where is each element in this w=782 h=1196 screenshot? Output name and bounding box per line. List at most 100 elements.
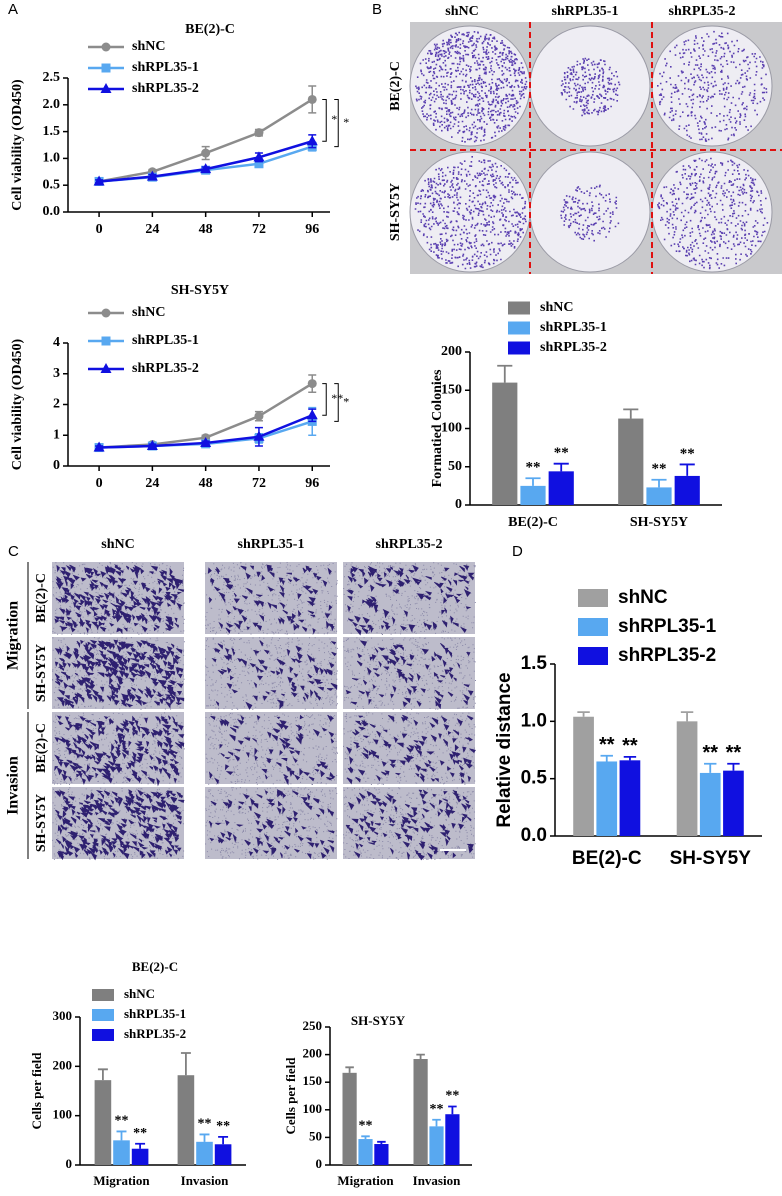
y-tick-label: 250 (303, 1018, 323, 1033)
legend-label: shRPL35-1 (540, 320, 607, 335)
panel-letter: D (512, 543, 523, 560)
cells (207, 564, 335, 635)
y-tick-label: 4 (53, 335, 60, 350)
error-bar (345, 1066, 354, 1073)
well (651, 151, 773, 273)
significance-label: ** (133, 1126, 147, 1141)
legend-marker (101, 308, 111, 318)
row-label: SH-SY5Y (34, 794, 49, 852)
error-bar (448, 1105, 457, 1115)
significance-label: ** (599, 734, 615, 756)
significance-bracket (334, 98, 339, 148)
column-label: shRPL35-2 (376, 537, 443, 552)
chart-title: SH-SY5Y (351, 1013, 406, 1028)
y-tick-label: 0.5 (521, 768, 548, 789)
significance-label: ** (702, 742, 718, 764)
legend-label: shNC (540, 300, 573, 315)
y-tick-label: 1 (53, 427, 60, 442)
legend-label: shNC (132, 305, 165, 320)
bar (596, 761, 618, 836)
legend-label: shRPL35-1 (124, 1006, 186, 1021)
error-bar (704, 762, 717, 773)
error-bar (135, 1142, 146, 1149)
cells (54, 564, 185, 635)
cells (208, 714, 336, 786)
significance-label: ** (526, 460, 541, 476)
y-tick-label: 1.5 (521, 653, 548, 674)
panel-letter: C (8, 543, 19, 560)
well (529, 25, 651, 147)
marker (254, 411, 264, 421)
significance-label: ** (445, 1089, 459, 1104)
significance-bracket (322, 98, 327, 142)
colonies (414, 156, 527, 270)
legend-swatch (508, 301, 530, 315)
y-axis-label: Relative distance (494, 672, 515, 827)
error-bar (727, 762, 740, 771)
error-bar (97, 1068, 108, 1081)
error-bar (679, 463, 695, 476)
significance-bracket (322, 383, 327, 416)
legend-label: shRPL35-1 (132, 333, 199, 348)
error-bar (553, 462, 569, 472)
colonies (657, 30, 768, 142)
y-axis-label: Cell viability (OD450) (10, 79, 25, 211)
significance-label: ** (680, 446, 695, 462)
column-label: shNC (101, 537, 134, 552)
x-tick-label: Migration (337, 1173, 394, 1188)
marker (200, 436, 212, 447)
chart-title: SH-SY5Y (171, 283, 229, 298)
y-axis-label: Cells per field (29, 1052, 44, 1130)
legend-label: shRPL35-2 (618, 645, 716, 666)
significance-label: ** (726, 742, 742, 764)
marker (307, 94, 317, 104)
error-bar (416, 1053, 425, 1060)
bar (699, 772, 721, 836)
column-label: shRPL35-2 (669, 4, 736, 19)
legend-label: shRPL35-2 (540, 340, 607, 355)
cells (209, 789, 335, 860)
y-axis-label: Cells per field (283, 1057, 298, 1135)
bar (619, 760, 641, 836)
legend-label: shNC (124, 986, 155, 1001)
bar (445, 1114, 460, 1165)
error-bar (577, 711, 590, 717)
x-tick-label: 24 (145, 476, 159, 491)
x-tick-label: 48 (199, 222, 213, 237)
pores (52, 637, 185, 710)
legend-swatch (508, 341, 530, 355)
significance-label: ** (331, 391, 343, 405)
y-tick-label: 2.0 (43, 97, 61, 112)
pores (205, 637, 338, 710)
marker (253, 151, 265, 162)
bar (646, 487, 672, 505)
error-bar (651, 478, 667, 488)
y-tick-label: 50 (309, 1128, 322, 1143)
y-tick-label: 200 (53, 1057, 73, 1072)
cells (54, 639, 185, 709)
error-bar (497, 364, 513, 383)
y-axis-label: Cell viability (OD450) (10, 338, 25, 470)
legend-marker (100, 83, 112, 93)
column-label: shRPL35-1 (552, 4, 619, 19)
bar (676, 721, 698, 836)
row-label: BE(2)-C (388, 61, 403, 111)
panel-letter: A (8, 1, 18, 18)
y-tick-label: 0 (53, 458, 60, 473)
y-tick-label: 100 (53, 1107, 73, 1122)
cells (54, 789, 185, 861)
marker (254, 159, 264, 169)
x-tick-label: Invasion (181, 1173, 229, 1188)
pores (343, 562, 476, 635)
cells (346, 564, 475, 636)
x-tick-label: SH-SY5Y (670, 848, 752, 869)
x-tick-label: Invasion (413, 1173, 461, 1188)
cells (345, 789, 474, 861)
error-bar (199, 1133, 210, 1142)
marker (93, 441, 105, 452)
bar (429, 1126, 444, 1165)
x-tick-label: BE(2)-C (572, 848, 642, 869)
y-tick-label: 100 (303, 1101, 323, 1116)
x-tick-label: BE(2)-C (508, 515, 558, 530)
